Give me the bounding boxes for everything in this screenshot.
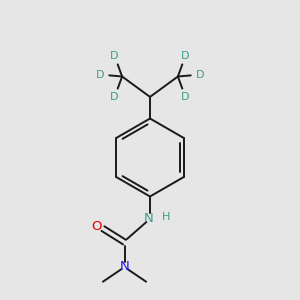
Text: D: D: [196, 70, 204, 80]
Text: D: D: [96, 70, 104, 80]
Text: D: D: [110, 51, 119, 61]
Text: N: N: [144, 212, 153, 225]
Text: H: H: [161, 212, 170, 222]
Text: D: D: [181, 51, 190, 61]
Text: D: D: [181, 92, 190, 102]
Text: O: O: [92, 220, 102, 233]
Text: D: D: [110, 92, 119, 102]
Text: N: N: [120, 260, 129, 273]
